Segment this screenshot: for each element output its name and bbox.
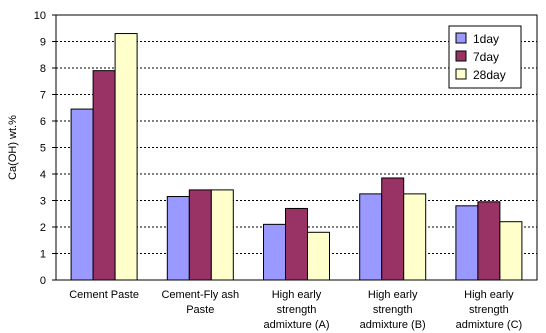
x-category-label: Cement Paste <box>69 289 139 301</box>
y-tick-label: 4 <box>40 169 46 181</box>
legend-swatch-1day <box>455 32 467 44</box>
y-axis-label: Ca(OH) wt.% <box>7 115 19 180</box>
y-tick-label: 2 <box>40 222 46 234</box>
legend-swatch-7day <box>455 50 467 62</box>
bar-28day <box>499 221 523 281</box>
x-category-label: Paste <box>186 304 214 316</box>
x-category-label: admixture (B) <box>360 319 426 331</box>
x-category-label: High early <box>272 289 322 301</box>
bar-7day <box>92 70 116 281</box>
bar-1day <box>455 205 479 281</box>
bar-28day <box>210 189 234 281</box>
y-tick-label: 6 <box>40 116 46 128</box>
bar-1day <box>70 108 94 281</box>
bar-7day <box>477 201 501 281</box>
x-category-label: strength <box>277 304 317 316</box>
y-tick-label: 10 <box>34 10 46 22</box>
bar-28day <box>114 33 138 281</box>
bar-28day <box>307 231 330 281</box>
x-category-label: High early <box>464 289 514 301</box>
bar-7day <box>381 177 405 281</box>
y-axis-ticks: 0 1 2 3 4 5 6 7 8 9 10 <box>34 10 56 287</box>
x-category-label: strength <box>469 304 509 316</box>
legend-label-28day: 28day <box>473 68 506 82</box>
plot-area-border <box>55 14 538 281</box>
legend: 1day 7day 28day <box>448 25 522 89</box>
legend-swatch-28day <box>455 68 467 80</box>
bar-1day <box>263 223 286 281</box>
y-tick-label: 5 <box>40 143 46 155</box>
bar-7day <box>188 189 212 281</box>
y-tick-label: 1 <box>40 249 46 261</box>
bar-7day <box>285 207 308 281</box>
x-axis-category-labels: Cement Paste Cement-Fly ash Paste High earl… <box>69 289 522 331</box>
y-tick-label: 3 <box>40 196 46 208</box>
x-category-label: High early <box>368 289 418 301</box>
bar-28day <box>403 193 427 281</box>
x-category-label: admixture (C) <box>456 319 523 331</box>
y-tick-label: 9 <box>40 37 46 49</box>
y-tick-label: 8 <box>40 63 46 75</box>
x-category-label: Cement-Fly ash <box>161 289 239 301</box>
x-category-label: strength <box>373 304 413 316</box>
x-category-label: admixture (A) <box>263 319 329 331</box>
legend-label-7day: 7day <box>473 50 499 64</box>
legend-label-1day: 1day <box>473 32 499 46</box>
bar-1day <box>166 196 190 281</box>
y-tick-label: 7 <box>40 90 46 102</box>
y-tick-label: 0 <box>40 275 46 287</box>
bar-1day <box>359 193 383 281</box>
